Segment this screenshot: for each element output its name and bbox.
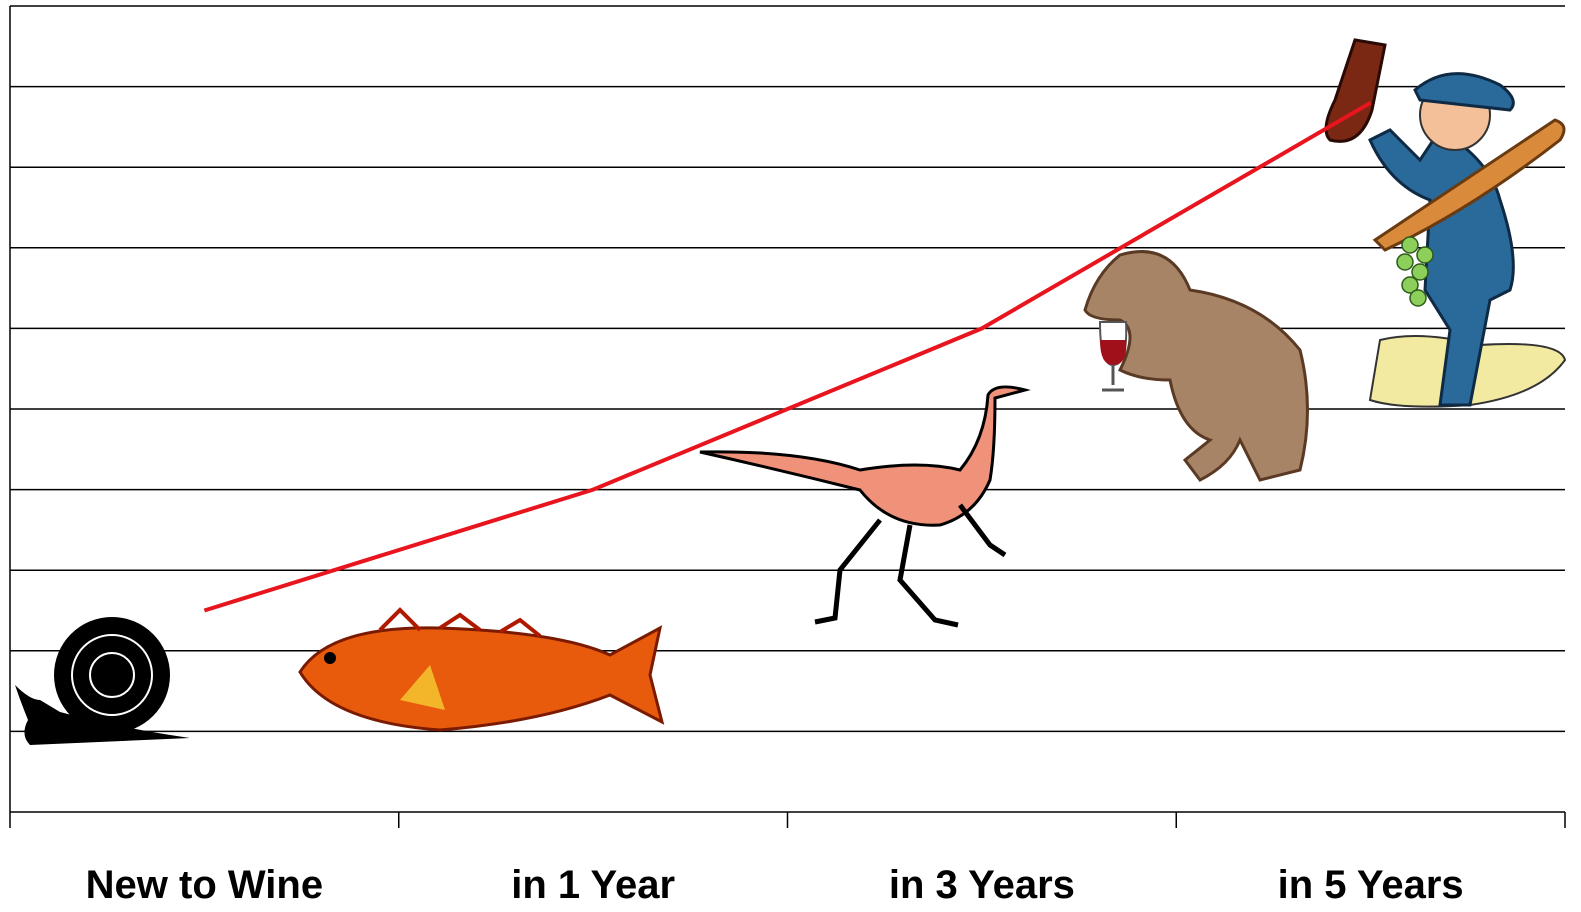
bird-icon — [699, 385, 1031, 628]
snail-icon — [15, 617, 190, 745]
x-tick-label: New to Wine — [86, 863, 323, 907]
man-icon — [1324, 38, 1567, 408]
x-tick-label: in 3 Years — [889, 863, 1075, 907]
x-tick-label: in 5 Years — [1278, 863, 1464, 907]
gorilla-icon — [1083, 250, 1309, 482]
series-line — [203, 100, 1372, 613]
fish-icon — [298, 607, 665, 732]
illustrations — [15, 38, 1567, 745]
x-tick-label: in 1 Year — [511, 863, 675, 907]
